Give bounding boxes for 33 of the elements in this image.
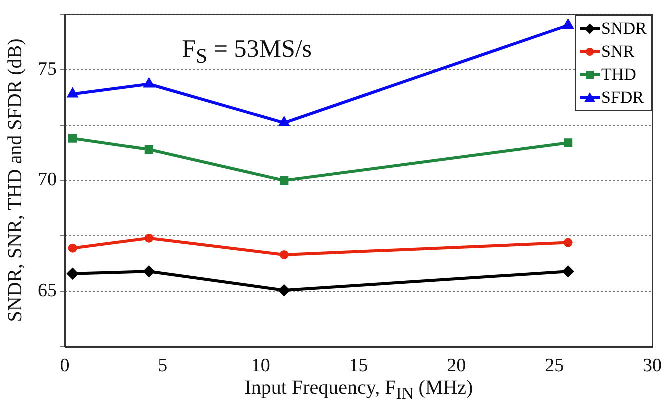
x-tick-label: 0 [60, 355, 70, 376]
x-tick-label: 25 [545, 355, 564, 376]
y-tick-label: 75 [38, 58, 57, 80]
x-axis-title: Input Frequency, F$_{IN}$ (MHz) [244, 377, 474, 404]
point [564, 238, 573, 248]
point [144, 145, 154, 154]
annotation: F$_{S}$ = 53MS/s [182, 36, 312, 70]
point [68, 134, 78, 143]
legend-label: THD [602, 64, 636, 85]
point [67, 268, 78, 280]
point [144, 78, 154, 88]
x-tick-label: 20 [447, 355, 466, 376]
point [564, 138, 573, 148]
legend-label: SNDR [602, 18, 647, 39]
point [68, 244, 78, 253]
point [144, 266, 155, 278]
point [144, 234, 154, 243]
point [563, 20, 574, 29]
point [562, 266, 574, 278]
point [68, 88, 78, 98]
x-tick-label: 5 [158, 355, 168, 376]
x-tick-label: 15 [349, 355, 368, 376]
x-tick-label: 30 [643, 355, 662, 376]
point [279, 118, 290, 127]
y-tick-label: 65 [38, 280, 57, 302]
point [280, 250, 289, 260]
y-axis-title: SNDR, SNR, THD and SFDR (dB) [4, 38, 27, 322]
legend-label: SNR [602, 42, 635, 62]
point [280, 176, 289, 186]
point [278, 284, 290, 296]
x-tick-label: 10 [251, 355, 270, 376]
y-tick-label: 70 [38, 170, 57, 191]
legend-label: SFDR [602, 88, 644, 108]
